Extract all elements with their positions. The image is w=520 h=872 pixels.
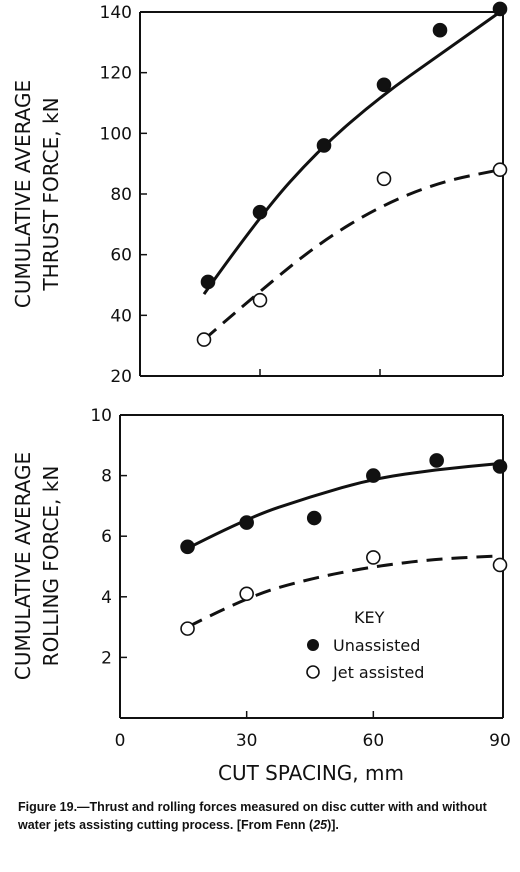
- legend-unassisted-marker: [307, 639, 319, 651]
- rolling-curves: [186, 461, 501, 629]
- thrust-y-label-line2: THRUST FORCE, kN: [39, 97, 63, 291]
- rolling-y-tick-label: 6: [101, 527, 112, 547]
- thrust-force-panel: 20 40 60 80 100 120 140 CUMULATIVE AVERAGE THR…: [11, 1, 508, 387]
- thrust-jet-assisted-point: [252, 292, 268, 308]
- x-axis-label: CUT SPACING, mm: [218, 761, 404, 785]
- rolling-jet-assisted-point: [492, 557, 508, 573]
- rolling-jet-assisted-curve: [186, 554, 501, 629]
- caption-close: )].: [327, 818, 339, 832]
- thrust-y-tick-label: 20: [110, 367, 132, 387]
- thrust-y-tick-label: 80: [110, 185, 132, 205]
- rolling-y-label-line1: CUMULATIVE AVERAGE: [11, 452, 35, 680]
- rolling-unassisted-curve: [186, 461, 501, 550]
- x-tick-label: 30: [236, 731, 258, 751]
- rolling-y-tick-label: 8: [101, 467, 112, 487]
- caption-ref: 25: [313, 818, 328, 832]
- rolling-unassisted-point: [492, 459, 508, 474]
- thrust-y-tick-label: 100: [100, 124, 132, 144]
- rolling-y-tick-label: 4: [101, 588, 112, 608]
- rolling-y-tick-label: 2: [101, 648, 112, 668]
- rolling-x-ticks: 0 30 60 90: [115, 711, 511, 751]
- thrust-y-tick-label: 120: [100, 64, 132, 84]
- thrust-unassisted-point: [432, 22, 448, 38]
- rolling-force-panel: 2 4 6 8 10 0 30 60 90 CUMULATIVE AVERAGE ROLLIN…: [11, 406, 511, 785]
- thrust-jet-assisted-point: [492, 162, 508, 178]
- x-tick-label: 60: [363, 731, 385, 751]
- rolling-unassisted-point: [306, 510, 322, 526]
- thrust-unassisted-point: [492, 1, 508, 17]
- rolling-unassisted-point: [239, 515, 254, 530]
- figure-caption: Figure 19.—Thrust and rolling forces mea…: [18, 798, 513, 834]
- thrust-jet-assisted-point: [376, 171, 392, 187]
- thrust-y-ticks: 20 40 60 80 100 120 140: [100, 3, 147, 387]
- rolling-jet-assisted-point: [180, 621, 195, 636]
- rolling-jet-assisted-point: [366, 550, 381, 565]
- thrust-unassisted-point: [252, 204, 268, 220]
- thrust-unassisted-point: [316, 138, 332, 153]
- caption-text: —Thrust and rolling forces measured on d…: [18, 800, 487, 832]
- thrust-curves: [202, 10, 501, 341]
- caption-label: Figure 19.: [18, 800, 78, 814]
- rolling-unassisted-point: [366, 468, 381, 483]
- legend-title: KEY: [354, 608, 385, 627]
- thrust-y-label-line1: CUMULATIVE AVERAGE: [11, 80, 35, 308]
- legend-unassisted-label: Unassisted: [333, 636, 420, 655]
- x-tick-label: 90: [489, 731, 511, 751]
- thrust-x-ticks: [259, 369, 381, 376]
- rolling-points: [180, 453, 508, 636]
- rolling-unassisted-point: [429, 453, 444, 468]
- x-tick-label: 0: [115, 731, 126, 751]
- thrust-jet-assisted-curve: [203, 168, 501, 341]
- thrust-y-tick-label: 40: [110, 306, 132, 326]
- legend-jet-assisted-marker: [306, 665, 320, 679]
- rolling-y-label-line2: ROLLING FORCE, kN: [39, 466, 63, 667]
- thrust-unassisted-point: [200, 274, 216, 290]
- thrust-unassisted-curve: [202, 10, 501, 295]
- legend: KEY Unassisted Jet assisted: [306, 608, 424, 682]
- thrust-unassisted-point: [376, 77, 392, 93]
- thrust-points: [196, 1, 508, 347]
- thrust-y-tick-label: 140: [100, 3, 132, 23]
- thrust-y-tick-label: 60: [110, 246, 132, 266]
- thrust-jet-assisted-point: [196, 332, 212, 347]
- rolling-y-tick-label: 10: [90, 406, 112, 426]
- rolling-jet-assisted-point: [239, 586, 254, 602]
- legend-jet-assisted-label: Jet assisted: [332, 663, 424, 682]
- rolling-unassisted-point: [180, 539, 195, 555]
- rolling-y-ticks: 2 4 6 8 10: [90, 406, 127, 668]
